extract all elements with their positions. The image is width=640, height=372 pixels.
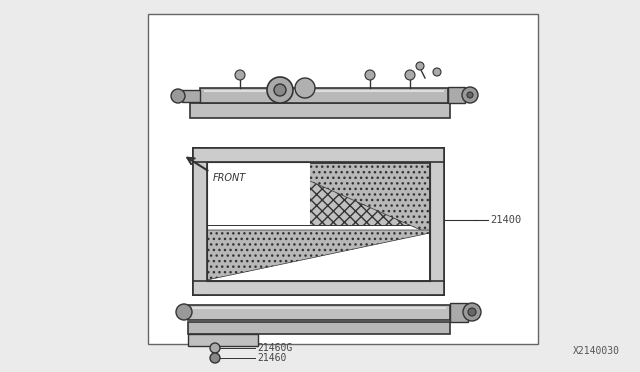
Polygon shape xyxy=(207,230,444,280)
Text: FRONT: FRONT xyxy=(213,173,246,183)
Circle shape xyxy=(267,77,293,103)
Text: 21400: 21400 xyxy=(490,215,521,225)
Polygon shape xyxy=(193,148,444,162)
Polygon shape xyxy=(270,163,444,240)
Polygon shape xyxy=(448,87,465,103)
Circle shape xyxy=(463,303,481,321)
Polygon shape xyxy=(193,148,207,295)
Polygon shape xyxy=(193,281,444,295)
Polygon shape xyxy=(188,305,450,320)
Circle shape xyxy=(274,84,286,96)
Circle shape xyxy=(176,304,192,320)
Polygon shape xyxy=(188,322,450,334)
Circle shape xyxy=(210,353,220,363)
Circle shape xyxy=(467,92,473,98)
Text: X2140030: X2140030 xyxy=(573,346,620,356)
Polygon shape xyxy=(193,148,207,295)
Bar xyxy=(148,14,538,344)
Circle shape xyxy=(235,70,245,80)
Circle shape xyxy=(171,89,185,103)
Polygon shape xyxy=(450,303,468,322)
Text: 21460G: 21460G xyxy=(257,343,292,353)
Polygon shape xyxy=(193,148,444,162)
Text: 21460: 21460 xyxy=(257,353,286,363)
Circle shape xyxy=(416,62,424,70)
Circle shape xyxy=(462,87,478,103)
Polygon shape xyxy=(193,281,444,295)
Polygon shape xyxy=(207,163,310,225)
Circle shape xyxy=(365,70,375,80)
Polygon shape xyxy=(190,103,450,118)
Circle shape xyxy=(210,343,220,353)
Circle shape xyxy=(295,78,315,98)
Polygon shape xyxy=(430,148,444,295)
Polygon shape xyxy=(188,334,258,346)
Polygon shape xyxy=(207,163,444,225)
Circle shape xyxy=(433,68,441,76)
Polygon shape xyxy=(200,88,448,103)
Polygon shape xyxy=(182,90,200,102)
Polygon shape xyxy=(430,148,444,295)
Circle shape xyxy=(468,308,476,316)
Circle shape xyxy=(405,70,415,80)
